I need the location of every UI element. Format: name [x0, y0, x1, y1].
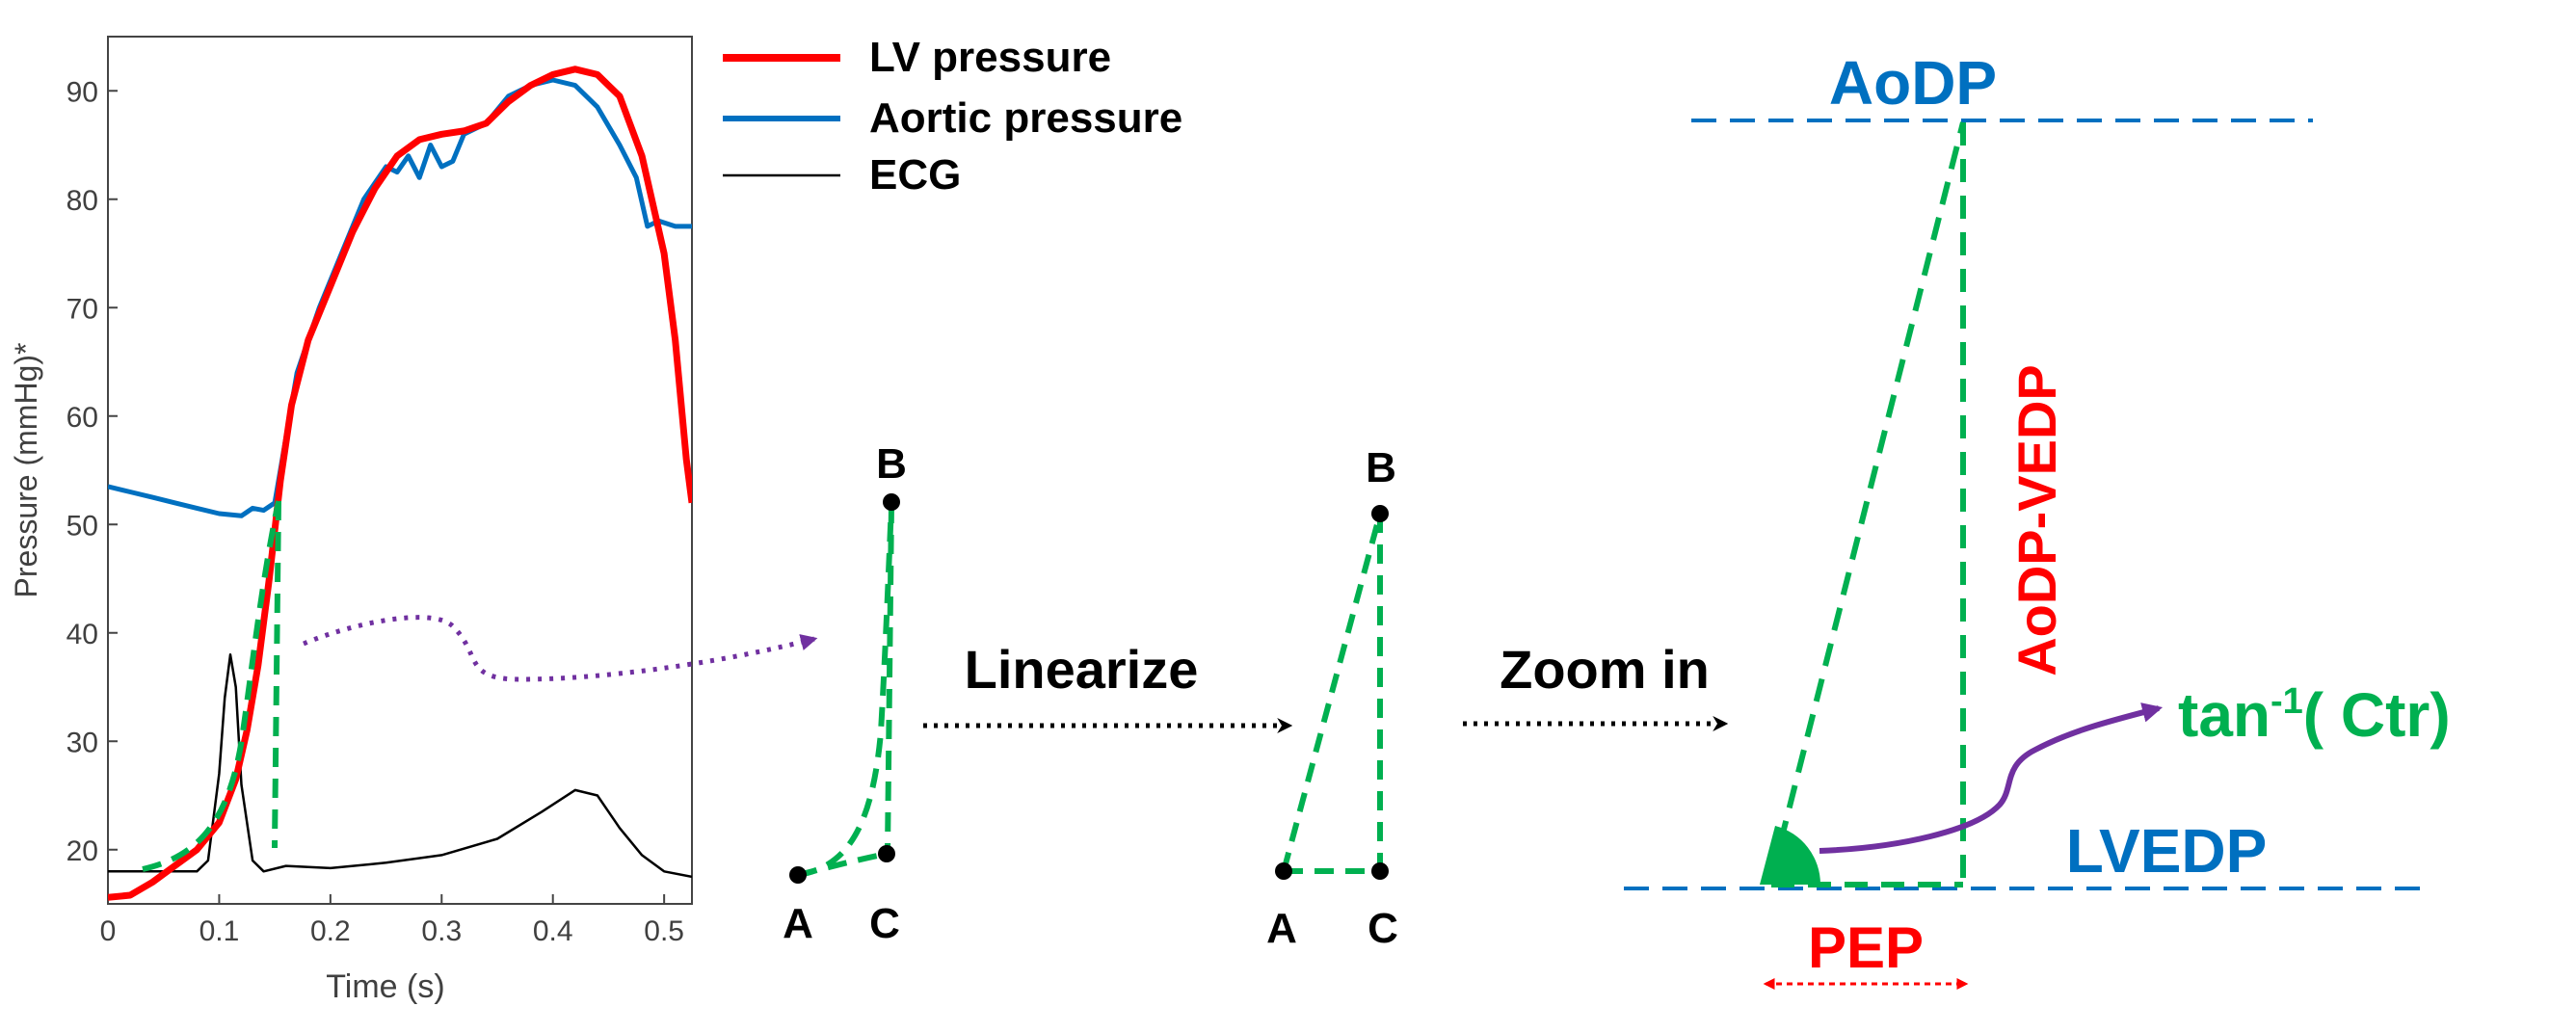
- x-axis-ticks: 0 0.1 0.2 0.3 0.4 0.5: [100, 894, 684, 947]
- aodp-vedp-label: AoDP-VEDP: [2006, 364, 2067, 676]
- tri1-label-a: A: [783, 900, 813, 947]
- x-axis-label: Time (s): [326, 968, 444, 1005]
- aortic-pressure-series-line: [108, 77, 692, 518]
- tri1-label-b: B: [876, 440, 907, 488]
- angle-wedge: [1760, 826, 1820, 885]
- linearized-triangle: A B C: [1266, 444, 1398, 952]
- y-tick-label: 30: [66, 727, 98, 758]
- ctr-label: tan-1( Ctr): [2178, 680, 2451, 750]
- aodp-label: AoDP: [1829, 48, 1997, 118]
- x-tick-label: 0.4: [533, 915, 573, 947]
- legend-label-ecg: ECG: [869, 151, 961, 199]
- x-tick-label: 0.5: [644, 915, 684, 947]
- y-axis-ticks: 20 30 40 50 60 70 80 90: [66, 76, 118, 867]
- x-tick-label: 0: [100, 915, 117, 947]
- tri1-side-bc: [885, 503, 894, 855]
- zoomed-triangle: AoDP LVEDP AoDP-VEDP PEP tan-1( Ctr): [1624, 48, 2451, 990]
- tri1-point-b: [883, 493, 900, 511]
- lv-pressure-series-line: [108, 66, 692, 901]
- legend-label-aortic-pressure: Aortic pressure: [869, 94, 1182, 142]
- pressure-plot: 0 0.1 0.2 0.3 0.4 0.5 20 30 40 50 60 70 80 90 Time (…: [9, 36, 693, 1005]
- x-tick-label: 0.2: [310, 915, 351, 947]
- y-tick-label: 90: [66, 76, 98, 108]
- tri1-point-c: [878, 845, 895, 862]
- ctr-superscript: -1: [2271, 681, 2303, 722]
- tri1-label-c: C: [869, 900, 900, 947]
- transfer-arrow: [303, 615, 818, 682]
- lvedp-label: LVEDP: [2066, 816, 2268, 886]
- pep-label: PEP: [1808, 915, 1924, 980]
- tri1-curve-ab: [797, 503, 894, 878]
- tri3-hypotenuse: [1768, 121, 1966, 880]
- y-tick-label: 80: [66, 185, 98, 217]
- ctr-arrow: [1819, 702, 2164, 854]
- y-tick-label: 70: [66, 293, 98, 325]
- upstroke-green-vertical: [272, 500, 281, 849]
- ecg-series-line: [108, 653, 692, 879]
- tri2-point-c: [1371, 862, 1389, 880]
- plot-frame: [107, 36, 693, 905]
- y-tick-label: 40: [66, 619, 98, 650]
- tri2-side-ab: [1281, 513, 1383, 872]
- curved-upstroke-sketch: A B C: [783, 440, 907, 947]
- zoom-in-label: Zoom in: [1500, 639, 1710, 700]
- legend-label-lv-pressure: LV pressure: [869, 34, 1111, 81]
- y-tick-label: 60: [66, 402, 98, 434]
- tri2-point-a: [1275, 862, 1292, 880]
- tri2-label-a: A: [1266, 905, 1297, 952]
- x-tick-label: 0.3: [421, 915, 462, 947]
- linearize-label: Linearize: [965, 639, 1199, 700]
- tri2-label-c: C: [1368, 905, 1398, 952]
- ctr-prefix: tan: [2178, 680, 2271, 750]
- y-tick-label: 20: [66, 835, 98, 867]
- x-tick-label: 0.1: [199, 915, 240, 947]
- upstroke-green-curve: [142, 500, 281, 872]
- ctr-suffix: ( Ctr): [2303, 680, 2451, 750]
- legend: LV pressure Aortic pressure ECG: [723, 34, 1182, 199]
- tri2-label-b: B: [1366, 444, 1396, 491]
- tri1-curve-ac: [797, 851, 888, 878]
- y-tick-label: 50: [66, 510, 98, 542]
- tri1-point-a: [789, 866, 807, 884]
- tri2-point-b: [1371, 505, 1389, 522]
- y-axis-label: Pressure (mmHg)*: [9, 343, 43, 598]
